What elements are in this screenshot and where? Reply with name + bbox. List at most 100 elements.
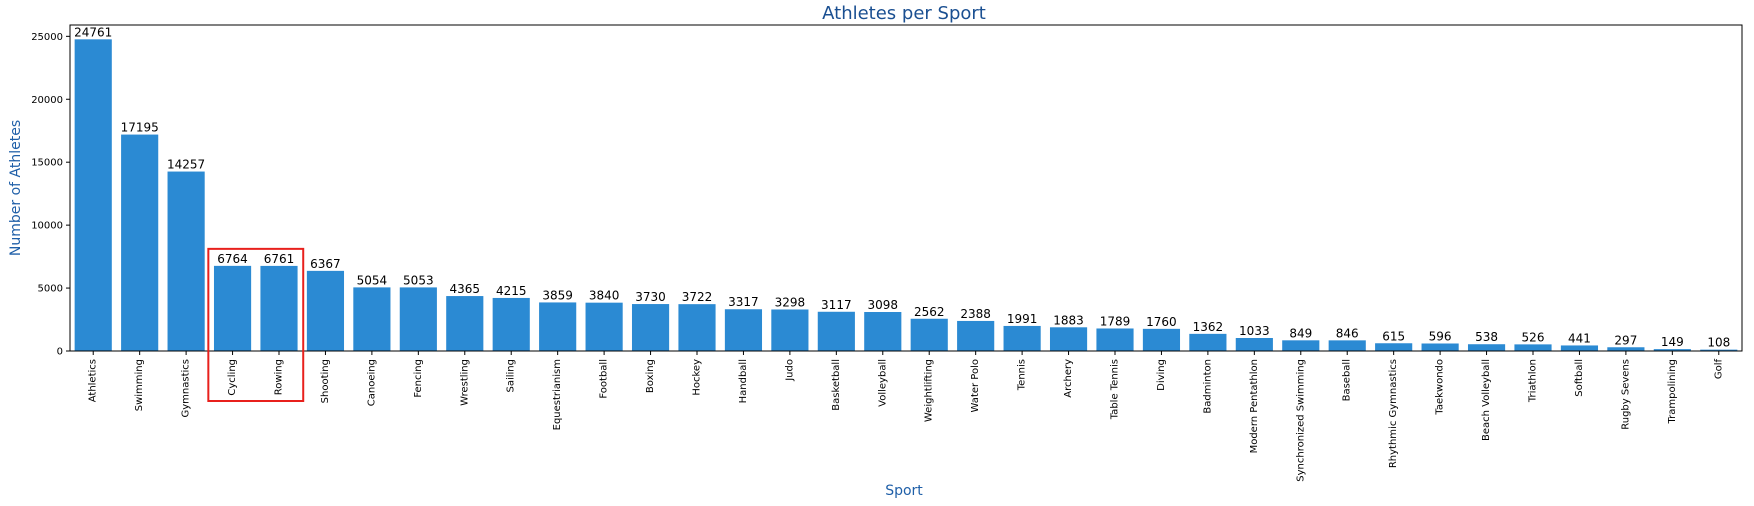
bar	[1607, 347, 1645, 351]
bar	[585, 302, 623, 351]
data-label: 3317	[728, 295, 759, 309]
data-label: 6761	[264, 252, 295, 266]
data-label: 3730	[635, 290, 666, 304]
x-tick-label: Water Polo	[970, 359, 981, 412]
x-tick-label: Beach Volleyball	[1481, 359, 1492, 441]
x-tick-label: Athletics	[88, 359, 99, 402]
data-label: 441	[1568, 331, 1591, 345]
bar	[1096, 328, 1134, 351]
x-tick-label: Table Tennis	[1110, 359, 1121, 420]
bar	[1560, 345, 1599, 351]
data-label: 846	[1336, 326, 1359, 340]
bar	[910, 318, 948, 351]
x-tick-label: Cycling	[227, 359, 238, 396]
chart-title: Athletes per Sport	[822, 3, 986, 24]
bar	[1328, 340, 1366, 351]
y-tick-label: 5000	[38, 284, 63, 295]
plot-area: 24761 Athletics 17195 Swimming 14257 Gymnasti…	[31, 24, 1743, 482]
highlight-box	[207, 247, 305, 402]
x-tick-label: Boxing	[645, 359, 656, 393]
bar	[1049, 327, 1088, 351]
data-label: 5054	[357, 273, 388, 287]
bar	[492, 297, 530, 351]
bar	[1700, 349, 1738, 351]
data-label: 6764	[217, 252, 248, 266]
data-label: 3722	[682, 290, 713, 304]
bar	[957, 320, 995, 351]
bar	[539, 302, 577, 351]
bar	[1235, 337, 1273, 351]
x-tick-label: Volleyball	[877, 359, 888, 407]
data-label: 1033	[1239, 324, 1270, 338]
x-tick-label: Golf	[1713, 359, 1724, 380]
x-tick-label: Fencing	[413, 359, 424, 398]
bar	[399, 287, 437, 351]
bar	[306, 270, 345, 351]
x-tick-label: Softball	[1574, 359, 1585, 397]
x-tick-label: Rhythmic Gymnastics	[1388, 359, 1399, 468]
x-tick-label: Shooting	[320, 359, 331, 403]
data-label: 14257	[167, 158, 205, 172]
x-tick-label: Sailing	[506, 359, 517, 393]
x-tick-label: Basketball	[831, 359, 842, 411]
y-tick-label: 25000	[31, 32, 63, 43]
bar	[353, 287, 391, 351]
data-label: 596	[1429, 329, 1452, 343]
x-tick-label: Football	[599, 359, 610, 399]
bar	[678, 304, 716, 351]
data-label: 24761	[74, 25, 112, 39]
bar	[864, 312, 902, 351]
data-label: 1789	[1100, 314, 1131, 328]
x-tick-label: Trampolining	[1667, 359, 1678, 424]
x-tick-label: Swimming	[134, 359, 145, 411]
x-tick-label: Judo	[784, 359, 795, 382]
x-tick-label: Triathlon	[1528, 359, 1539, 403]
bar	[213, 265, 252, 351]
bar	[1421, 343, 1459, 351]
data-label: 2562	[914, 305, 945, 319]
x-tick-label: Baseball	[1342, 359, 1353, 401]
bar	[771, 309, 809, 351]
x-axis-title: Sport	[885, 483, 923, 499]
axes-frame	[69, 24, 1743, 352]
x-tick-label: Tennis	[1017, 359, 1028, 391]
x-tick-label: Equestrianism	[552, 359, 563, 430]
data-label: 3098	[868, 298, 899, 312]
bar	[631, 304, 670, 351]
data-label: 6367	[310, 257, 341, 271]
y-tick-label: 15000	[31, 158, 63, 169]
bar	[1189, 333, 1227, 351]
data-label: 149	[1661, 335, 1684, 349]
data-label: 615	[1382, 329, 1405, 343]
bar	[260, 265, 298, 351]
data-label: 1760	[1146, 315, 1177, 329]
x-tick-label: Modern Pentathlon	[1249, 359, 1260, 453]
x-tick-label: Weightlifting	[924, 359, 935, 422]
bar	[121, 134, 159, 351]
data-label: 4215	[496, 284, 527, 298]
data-label: 538	[1475, 330, 1498, 344]
data-label: 108	[1707, 336, 1730, 350]
bar	[74, 39, 112, 351]
x-tick-label: Canoeing	[366, 359, 377, 406]
data-label: 3840	[589, 289, 620, 303]
bar	[1003, 325, 1041, 351]
bar	[724, 309, 763, 351]
bar	[1467, 344, 1506, 351]
data-label: 17195	[121, 121, 159, 135]
data-label: 5053	[403, 273, 434, 287]
data-label: 4365	[450, 282, 481, 296]
x-tick-label: Taekwondo	[1435, 359, 1446, 416]
x-tick-label: Gymnastics	[181, 359, 192, 418]
y-axis-title: Number of Athletes	[8, 120, 24, 256]
data-label: 3859	[542, 288, 573, 302]
x-tick-label: Handball	[738, 359, 749, 403]
data-label: 3298	[775, 295, 806, 309]
bar	[167, 171, 205, 351]
x-tick-label: Rowing	[274, 359, 285, 395]
x-tick-label: Wrestling	[459, 359, 470, 406]
bar	[1375, 343, 1413, 351]
bar	[446, 296, 484, 351]
bar	[1282, 340, 1320, 351]
